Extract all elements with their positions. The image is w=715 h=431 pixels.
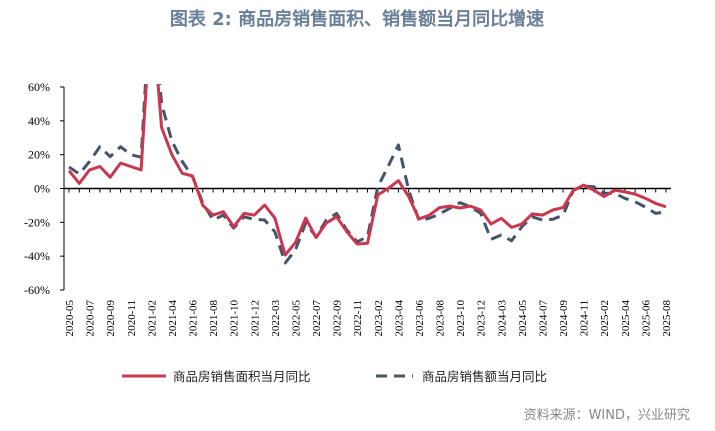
x-tick-label: 2023-12 <box>476 300 488 337</box>
x-tick-label: 2023-06 <box>414 300 426 337</box>
x-tick-label: 2025-08 <box>661 300 673 337</box>
y-axis: 60% 40% 20% 0% -20% -40% -60% <box>24 80 65 297</box>
series-line-amount <box>68 84 667 265</box>
x-tick-label: 2022-07 <box>311 300 323 337</box>
x-tick-label: 2022-11 <box>352 300 364 336</box>
chart-title: 图表 2: 商品房销售面积、销售额当月同比增速 <box>170 8 544 30</box>
x-tick-label: 2021-06 <box>188 300 200 337</box>
x-tick-label: 2020-11 <box>126 300 138 336</box>
x-tick-label: 2024-09 <box>558 300 570 337</box>
x-tick-label: 2024-03 <box>496 300 508 337</box>
y-tick-label: 60% <box>28 80 50 94</box>
source-note: 资料来源：WIND，兴业研究 <box>524 408 690 423</box>
x-tick-label: 2024-07 <box>537 300 549 337</box>
series-group <box>67 84 667 265</box>
x-tick-label: 2023-04 <box>393 300 405 337</box>
x-tick-label: 2024-05 <box>517 300 529 337</box>
legend-label-amount: 商品房销售额当月同比 <box>422 369 547 384</box>
x-tick-label: 2021-10 <box>229 300 241 337</box>
y-tick-label: 20% <box>28 148 50 162</box>
y-tick-label: 40% <box>28 114 50 128</box>
legend: 商品房销售面积当月同比 商品房销售额当月同比 <box>122 369 547 384</box>
x-tick-label: 2020-05 <box>64 300 76 337</box>
x-tick-label: 2022-05 <box>290 300 302 337</box>
x-tick-label: 2025-04 <box>620 300 632 337</box>
x-axis: 2020-05 2020-07 2020-09 2020-11 2021-02 2021-… <box>64 187 673 337</box>
x-tick-label: 2025-02 <box>599 300 611 337</box>
x-tick-label: 2021-04 <box>167 300 179 337</box>
x-tick-label: 2023-02 <box>373 300 385 337</box>
x-tick-label: 2023-10 <box>455 300 467 337</box>
x-tick-label: 2020-07 <box>85 300 97 337</box>
x-tick-label: 2024-11 <box>579 300 591 336</box>
x-tick-label: 2020-09 <box>105 300 117 337</box>
x-tick-label: 2021-02 <box>146 300 158 337</box>
x-tick-label: 2022-09 <box>332 300 344 337</box>
x-tick-label: 2021-12 <box>249 300 261 337</box>
series-line-area <box>67 84 667 257</box>
x-tick-label: 2021-08 <box>208 300 220 337</box>
legend-label-area: 商品房销售面积当月同比 <box>173 369 311 384</box>
y-tick-label: -60% <box>24 283 50 297</box>
y-tick-label: 0% <box>34 182 50 196</box>
y-tick-label: -20% <box>24 215 50 229</box>
y-tick-label: -40% <box>24 249 50 263</box>
x-tick-label: 2025-06 <box>640 300 652 337</box>
x-tick-label: 2022-03 <box>270 300 282 337</box>
x-tick-label: 2023-08 <box>435 300 447 337</box>
